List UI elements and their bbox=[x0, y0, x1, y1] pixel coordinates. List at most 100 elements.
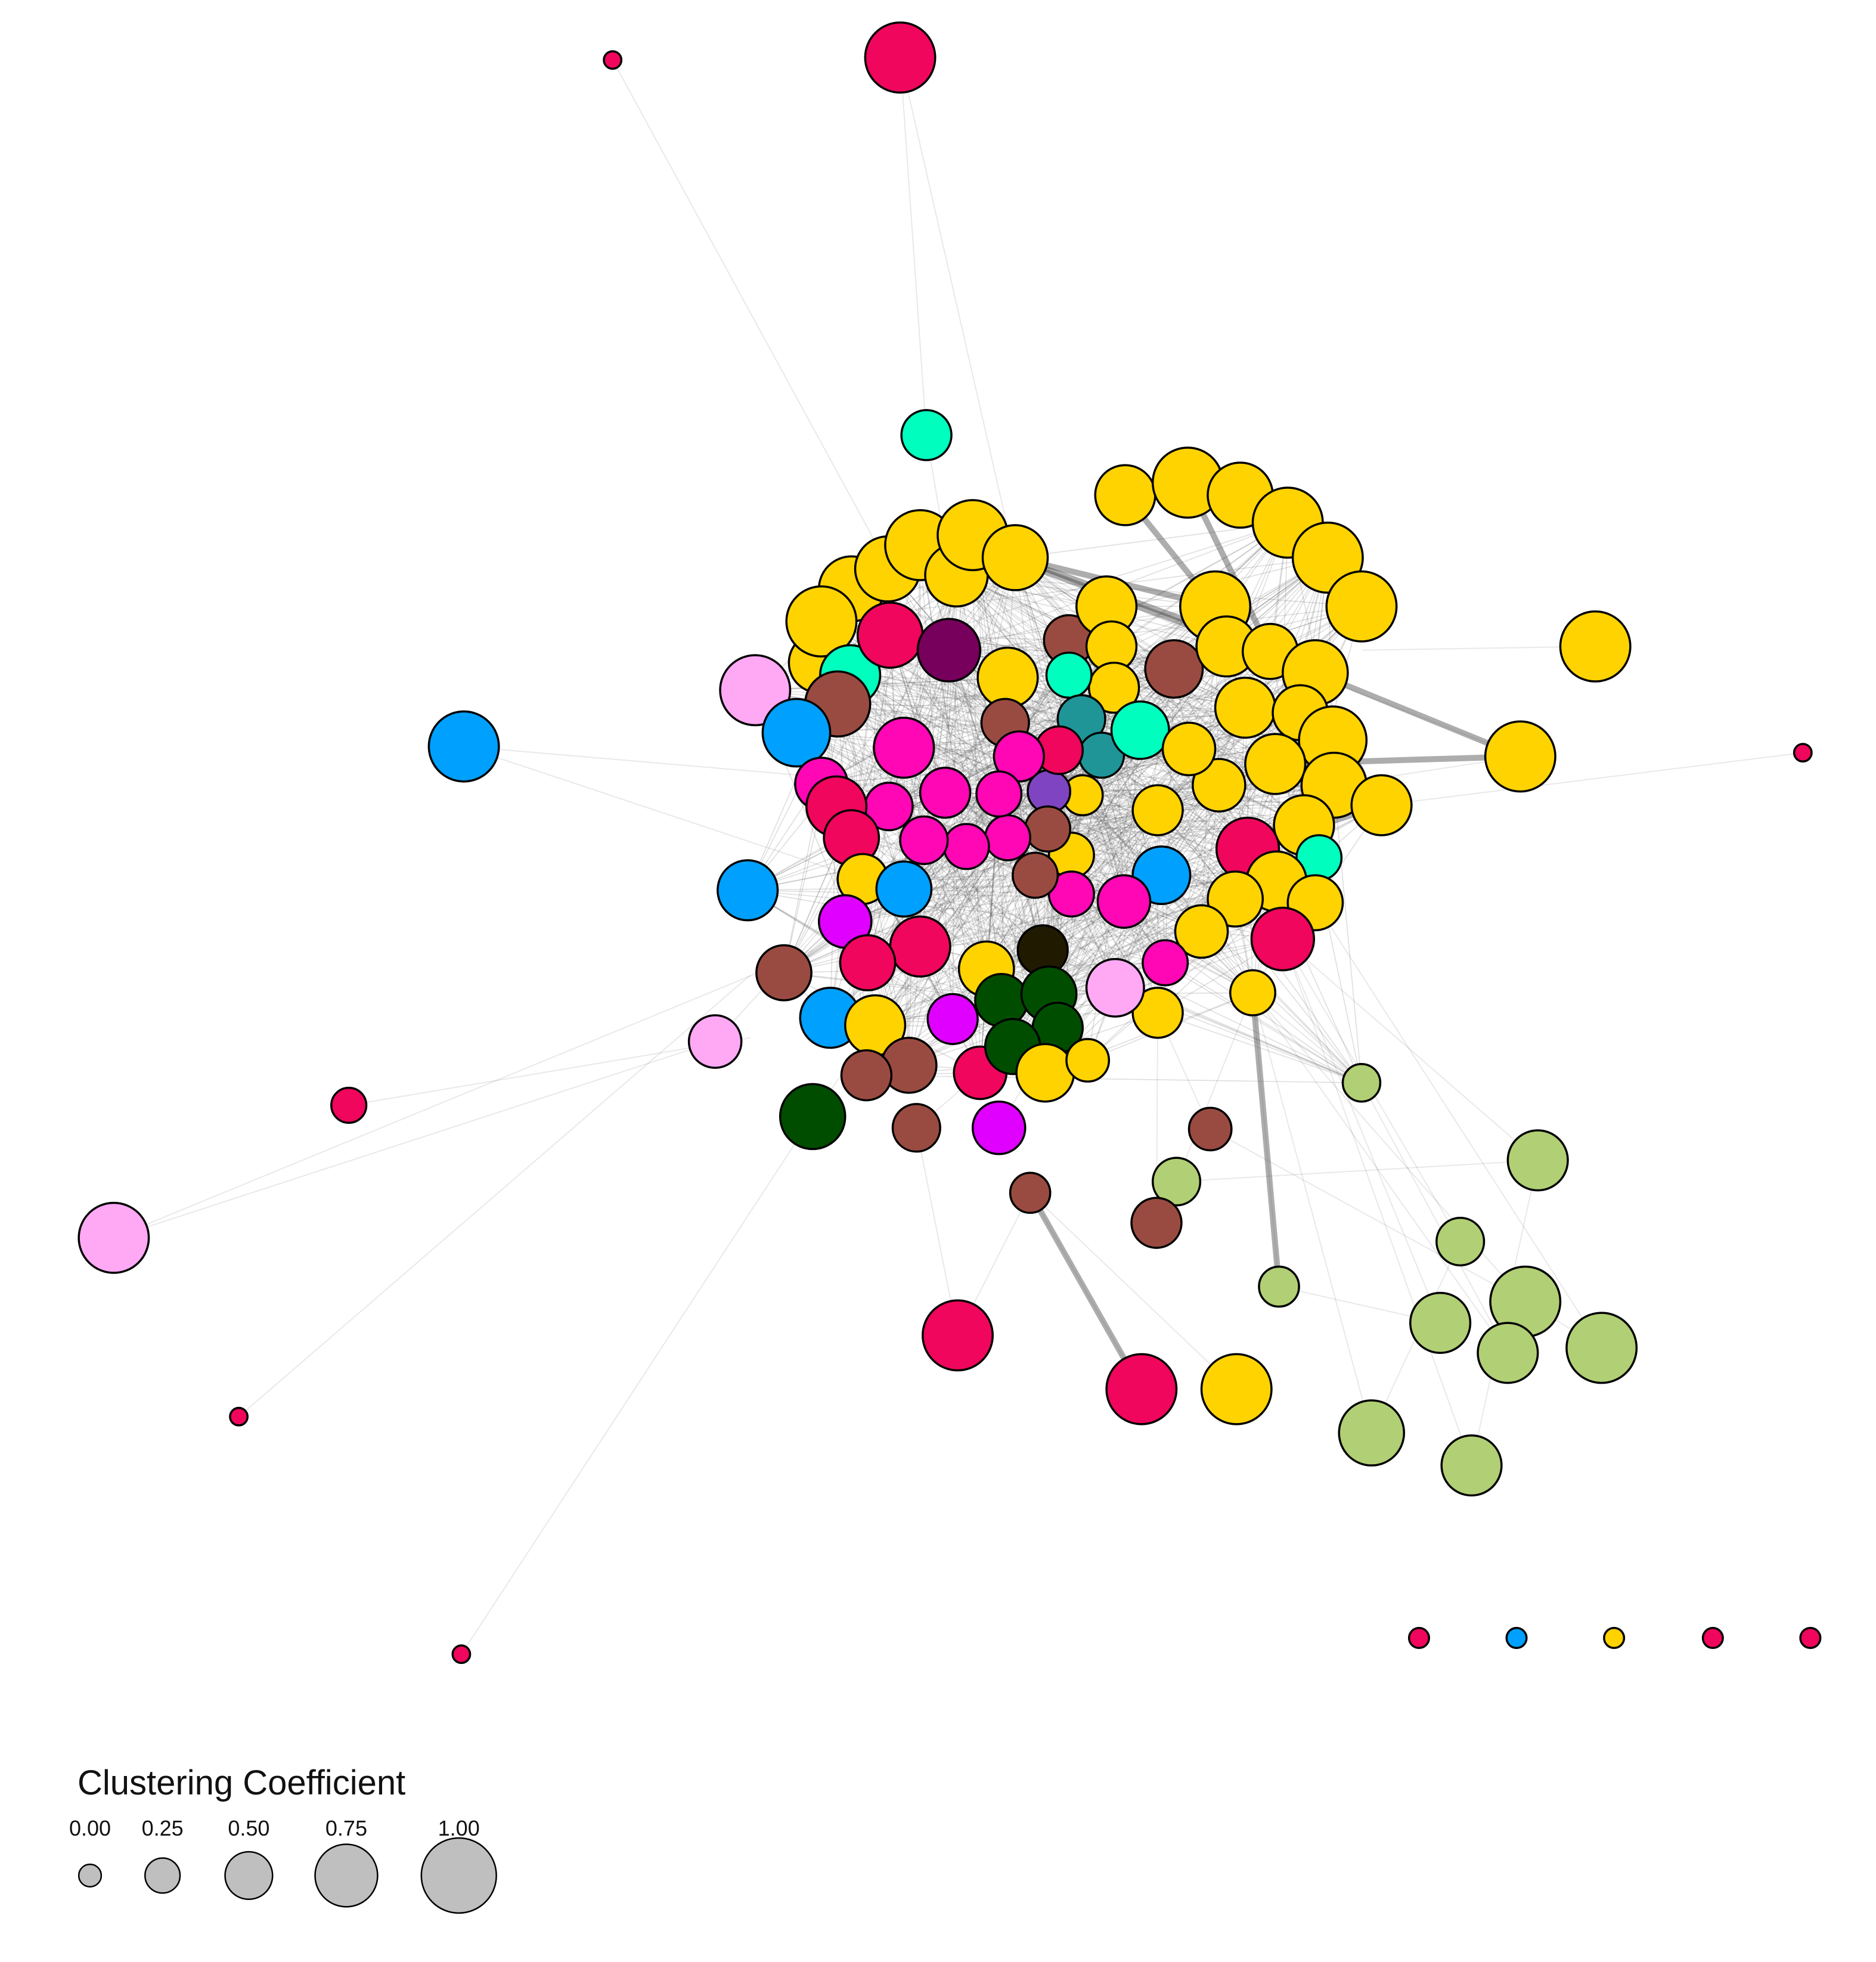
edge bbox=[1114, 730, 1141, 988]
node-crimson bbox=[864, 21, 937, 94]
edge bbox=[747, 557, 1016, 891]
node-gold bbox=[1559, 610, 1632, 683]
edge bbox=[867, 793, 1000, 963]
legend-title: Clustering Coefficient bbox=[77, 1763, 405, 1802]
node-lightpink bbox=[1085, 957, 1145, 1018]
edge bbox=[1044, 763, 1276, 1074]
edge bbox=[1252, 992, 1526, 1303]
node-blue bbox=[427, 710, 500, 783]
node-pink bbox=[899, 815, 949, 865]
node-pink bbox=[975, 770, 1023, 818]
edge bbox=[754, 574, 957, 691]
node-pink bbox=[919, 766, 972, 819]
edge bbox=[1157, 1012, 1362, 1084]
node-green bbox=[779, 1083, 846, 1151]
node-lightgreen bbox=[1435, 1217, 1486, 1267]
legend-size-circle bbox=[144, 1857, 181, 1894]
edge bbox=[1252, 992, 1509, 1354]
edge bbox=[849, 674, 1082, 720]
edge-strong bbox=[1027, 1189, 1145, 1393]
edge bbox=[903, 747, 987, 970]
edge bbox=[1176, 992, 1254, 1182]
node-crimson bbox=[1793, 743, 1813, 763]
node-brown bbox=[1012, 851, 1059, 899]
edge bbox=[972, 534, 1125, 902]
node-gold bbox=[1131, 784, 1184, 836]
edge bbox=[463, 746, 801, 776]
legend-size-circle bbox=[314, 1843, 379, 1908]
edge bbox=[900, 57, 928, 436]
node-lightgreen bbox=[1151, 1157, 1202, 1207]
edge bbox=[866, 1074, 1362, 1084]
node-lightgreen bbox=[1341, 1063, 1382, 1103]
edge bbox=[1034, 522, 1289, 876]
edge bbox=[919, 544, 987, 970]
edge bbox=[836, 805, 1305, 826]
edge bbox=[1123, 522, 1289, 902]
edge bbox=[903, 785, 1335, 889]
node-layer bbox=[77, 21, 1822, 1665]
legend-size-circle bbox=[77, 1863, 103, 1888]
edge bbox=[612, 59, 901, 588]
node-blue bbox=[717, 859, 779, 922]
edge bbox=[1381, 752, 1804, 806]
edge-strong bbox=[1249, 990, 1282, 1290]
edge bbox=[1252, 992, 1280, 1288]
node-aqua bbox=[1045, 652, 1093, 699]
node-pink bbox=[1142, 939, 1189, 987]
node-lightgreen bbox=[1565, 1312, 1638, 1384]
edge bbox=[919, 946, 1116, 988]
edge bbox=[1030, 1192, 1238, 1390]
node-gold bbox=[1207, 870, 1264, 928]
node-gold bbox=[1603, 1626, 1626, 1649]
node-crimson bbox=[229, 1406, 249, 1427]
node-lightgreen bbox=[1477, 1322, 1539, 1384]
edge bbox=[1030, 1192, 1142, 1390]
node-green bbox=[974, 973, 1029, 1028]
node-crimson bbox=[1799, 1626, 1822, 1649]
edge bbox=[1314, 674, 1521, 757]
legend-tick-label: 0.50 bbox=[228, 1816, 269, 1840]
node-blue bbox=[1505, 1626, 1528, 1649]
node-lightgreen bbox=[1338, 1399, 1406, 1467]
edge bbox=[238, 974, 751, 1418]
edge bbox=[1071, 557, 1329, 856]
legend: Clustering Coefficient 0.00 0.25 0.50 0.75 1… bbox=[69, 1763, 497, 1914]
node-crimson bbox=[1701, 1626, 1724, 1649]
node-gold bbox=[1131, 987, 1184, 1039]
node-pink bbox=[1096, 874, 1152, 929]
edge bbox=[1282, 938, 1472, 1467]
node-blue bbox=[875, 860, 933, 918]
legend-tick-label: 1.00 bbox=[438, 1816, 480, 1840]
node-brown bbox=[755, 944, 813, 1002]
node-gold bbox=[785, 585, 858, 658]
node-brown bbox=[891, 1103, 941, 1153]
node-lightgreen bbox=[1440, 1434, 1503, 1497]
node-plum bbox=[916, 618, 982, 683]
edge bbox=[1360, 1082, 1509, 1354]
edge bbox=[113, 1041, 716, 1239]
node-gold bbox=[1015, 1043, 1075, 1103]
node-blue bbox=[761, 698, 832, 768]
node-lightgreen bbox=[1409, 1291, 1472, 1355]
node-gold bbox=[1244, 733, 1307, 795]
edge bbox=[985, 646, 1227, 970]
node-crimson bbox=[330, 1086, 368, 1124]
edge bbox=[463, 746, 851, 876]
edge bbox=[948, 557, 1329, 651]
node-gold bbox=[1192, 758, 1246, 813]
node-pink bbox=[942, 823, 990, 870]
node-magenta bbox=[926, 993, 979, 1045]
node-crimson bbox=[839, 934, 897, 991]
legend-size-circle bbox=[420, 1837, 497, 1914]
node-pink bbox=[984, 814, 1031, 861]
edge bbox=[113, 949, 814, 1239]
edge bbox=[460, 1115, 814, 1655]
node-aqua bbox=[1110, 700, 1170, 760]
node-gold bbox=[1229, 969, 1276, 1016]
node-crimson bbox=[889, 915, 951, 978]
node-crimson bbox=[603, 50, 623, 70]
edge bbox=[1282, 938, 1539, 1161]
edge bbox=[1176, 1160, 1539, 1182]
